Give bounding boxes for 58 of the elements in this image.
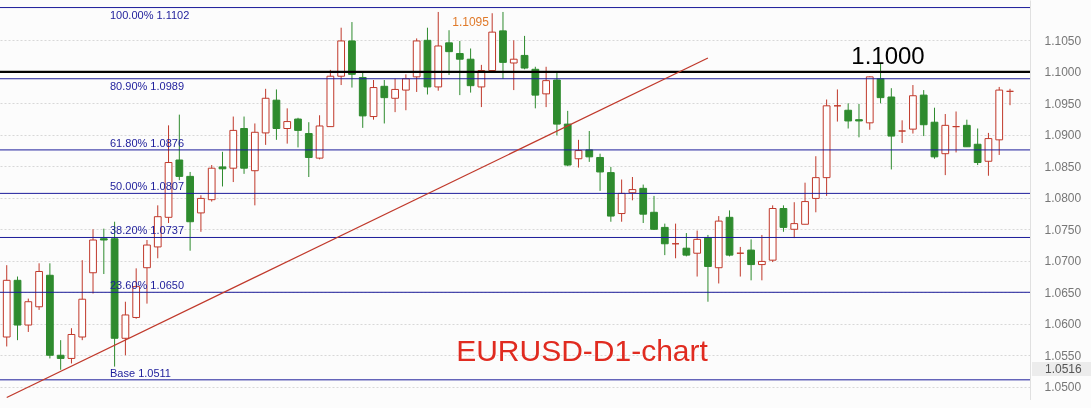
candlestick bbox=[855, 103, 863, 138]
candlestick bbox=[973, 128, 982, 166]
candlestick bbox=[779, 204, 788, 233]
candlestick bbox=[218, 151, 227, 187]
y-tick-label: 1.0950 bbox=[1044, 96, 1082, 111]
y-tick-label: 1.0900 bbox=[1044, 128, 1082, 143]
candlestick bbox=[844, 102, 853, 129]
annotation: EURUSD-D1-chart bbox=[456, 334, 709, 367]
candlestick bbox=[24, 298, 33, 333]
y-tick-label: 1.0550 bbox=[1044, 348, 1082, 363]
y-tick-label: 1.0700 bbox=[1044, 254, 1082, 269]
candlestick bbox=[445, 29, 453, 76]
candlestick bbox=[67, 327, 76, 364]
y-tick-label: 1.0800 bbox=[1044, 191, 1082, 206]
y-tick-label: 1.0650 bbox=[1044, 285, 1082, 300]
candlestick bbox=[984, 132, 993, 177]
candlestick bbox=[391, 78, 399, 113]
candlestick bbox=[585, 130, 594, 163]
candlestick bbox=[520, 35, 529, 70]
candlestick bbox=[304, 121, 313, 178]
candlestick bbox=[811, 155, 820, 213]
candlestick bbox=[197, 194, 205, 233]
candlestick bbox=[898, 119, 906, 144]
y-tick-label: 1.0850 bbox=[1044, 159, 1082, 174]
y-tick-label: 1.0750 bbox=[1044, 222, 1082, 237]
y-tick-label: 1.0500 bbox=[1044, 380, 1082, 395]
candlestick bbox=[402, 73, 410, 111]
annotation: 1.1095 bbox=[452, 14, 490, 29]
y-tick-label: 1.0600 bbox=[1044, 317, 1082, 332]
y-tick-label: 1.1000 bbox=[1044, 65, 1082, 80]
candlestick bbox=[294, 117, 302, 148]
ref-line-label: 80.90% 1.0989 bbox=[110, 79, 185, 92]
candlestick bbox=[99, 228, 108, 275]
candlestick bbox=[660, 223, 669, 256]
candlestick bbox=[790, 201, 799, 239]
candlestick bbox=[962, 119, 971, 148]
candlestick bbox=[628, 176, 637, 201]
candlestick bbox=[801, 182, 809, 225]
candlestick bbox=[758, 234, 766, 281]
y-tick-label: 1.1050 bbox=[1044, 33, 1082, 48]
candlestick bbox=[380, 79, 389, 124]
candlestick bbox=[747, 238, 755, 281]
candlestick bbox=[283, 107, 292, 145]
candlestick bbox=[56, 339, 65, 371]
candlestick bbox=[617, 179, 626, 223]
ref-line-label: 100.00% 1.1102 bbox=[110, 8, 190, 21]
candlestick bbox=[876, 63, 885, 104]
candlestick bbox=[650, 195, 658, 231]
candlestick bbox=[596, 153, 604, 192]
candlestick bbox=[509, 39, 518, 91]
ref-line-label: 1.1000 bbox=[851, 41, 925, 69]
text: 1.0516 bbox=[1045, 362, 1083, 376]
candlestick bbox=[574, 139, 583, 169]
candlestick bbox=[121, 301, 130, 356]
candlestick bbox=[455, 40, 464, 96]
ref-line-label: Base 1.0511 bbox=[110, 366, 171, 379]
candlestick bbox=[542, 66, 550, 108]
candlestick bbox=[693, 230, 702, 278]
